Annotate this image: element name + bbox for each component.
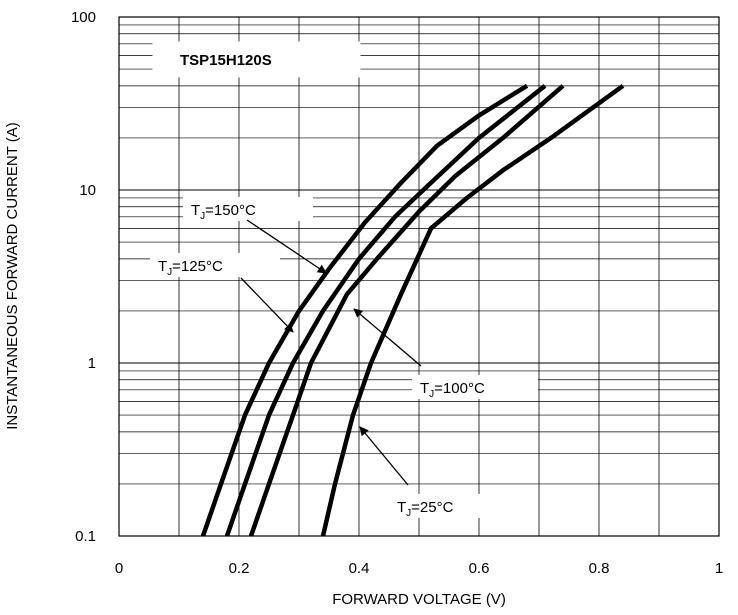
x-tick-label: 0.8 [589, 560, 610, 577]
annotation-3: TJ=25°C [359, 426, 487, 519]
chart-title-box: TSP15H120S [152, 41, 361, 78]
y-tick-label: 10 [79, 182, 96, 199]
series-line-2 [248, 84, 565, 537]
y-axis-title: INSTANTANEOUS FORWARD CURRENT (A) [4, 122, 21, 430]
y-tick-label: 100 [71, 9, 96, 26]
x-tick-label: 0 [115, 560, 123, 577]
grid [119, 17, 719, 536]
y-tick-label: 0.1 [75, 528, 96, 545]
series-label: TJ=150°C [191, 202, 256, 222]
annotation-arrow [240, 277, 294, 333]
x-tick-label: 0.6 [469, 560, 490, 577]
curves [200, 83, 625, 537]
series-label: TJ=100°C [420, 380, 485, 400]
series-label: TJ=125°C [158, 258, 223, 278]
x-tick-label: 0.2 [229, 560, 250, 577]
y-tick-labels: 0.1 1 10 100 [71, 9, 96, 545]
annotation-2: TJ=100°C [353, 308, 538, 400]
annotation-bg [389, 494, 487, 518]
annotation-1: TJ=125°C [150, 253, 294, 333]
series-line-1 [224, 84, 547, 537]
x-axis-title: FORWARD VOLTAGE (V) [332, 591, 506, 608]
x-tick-label: 1 [715, 560, 723, 577]
annotation-arrow [359, 426, 409, 486]
curve-annotations: TJ=150°C TJ=125°C TJ=100°C TJ=25°C [150, 197, 538, 519]
series-line-3 [320, 83, 625, 537]
annotation-bg [412, 375, 538, 399]
annotation-arrow [353, 308, 422, 367]
x-tick-labels: 0 0.2 0.4 0.6 0.8 1 [115, 560, 723, 577]
plot-frame [118, 16, 720, 537]
series-label: TJ=25°C [397, 499, 454, 519]
annotation-0: TJ=150°C [183, 197, 327, 274]
x-tick-label: 0.4 [349, 560, 370, 577]
annotation-bg [150, 253, 280, 277]
annotation-bg [183, 197, 313, 221]
series-line-0 [200, 83, 529, 537]
annotation-arrow [246, 219, 327, 274]
chart-title: TSP15H120S [180, 52, 272, 69]
y-tick-label: 1 [88, 355, 96, 372]
